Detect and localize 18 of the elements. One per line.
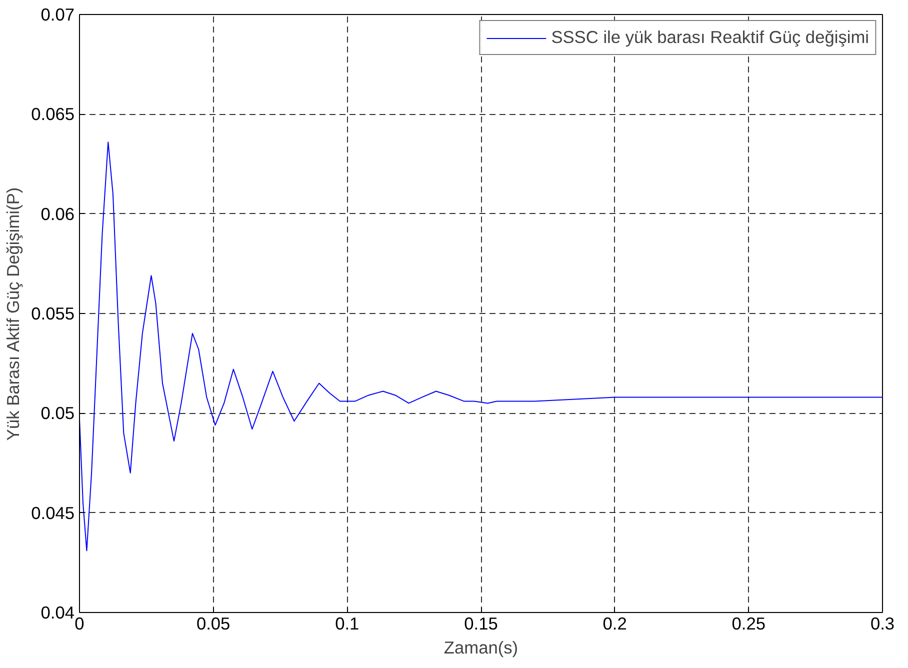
x-tick-label: 0.25 <box>732 614 766 634</box>
y-tick-label: 0.055 <box>31 304 75 324</box>
y-tick-label: 0.07 <box>40 4 75 24</box>
x-tick-label: 0.15 <box>464 614 498 634</box>
y-tick-label: 0.05 <box>40 403 75 424</box>
x-tick-label: 0.2 <box>602 614 627 634</box>
line-series <box>80 142 882 552</box>
x-axis-title: Zaman(s) <box>444 638 518 658</box>
x-tick-label: 0.3 <box>870 614 895 634</box>
y-tick-label: 0.04 <box>40 602 75 622</box>
y-tick-label: 0.065 <box>31 104 75 124</box>
y-tick-label: 0.06 <box>40 204 75 224</box>
x-tick-label: 0.05 <box>196 614 230 634</box>
y-tick-label: 0.045 <box>31 502 75 523</box>
x-tick-label: 0 <box>74 614 84 634</box>
legend-label: SSSC ile yük barası Reaktif Güç değişimi <box>551 27 869 48</box>
y-axis-title: Yük Barası Aktif Güç Değişimi(P) <box>3 187 24 441</box>
x-tick-label: 0.1 <box>335 614 360 634</box>
